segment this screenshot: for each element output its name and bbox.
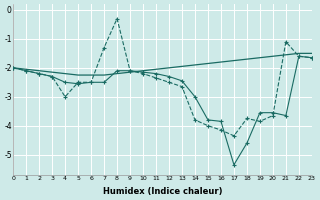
- X-axis label: Humidex (Indice chaleur): Humidex (Indice chaleur): [103, 187, 222, 196]
